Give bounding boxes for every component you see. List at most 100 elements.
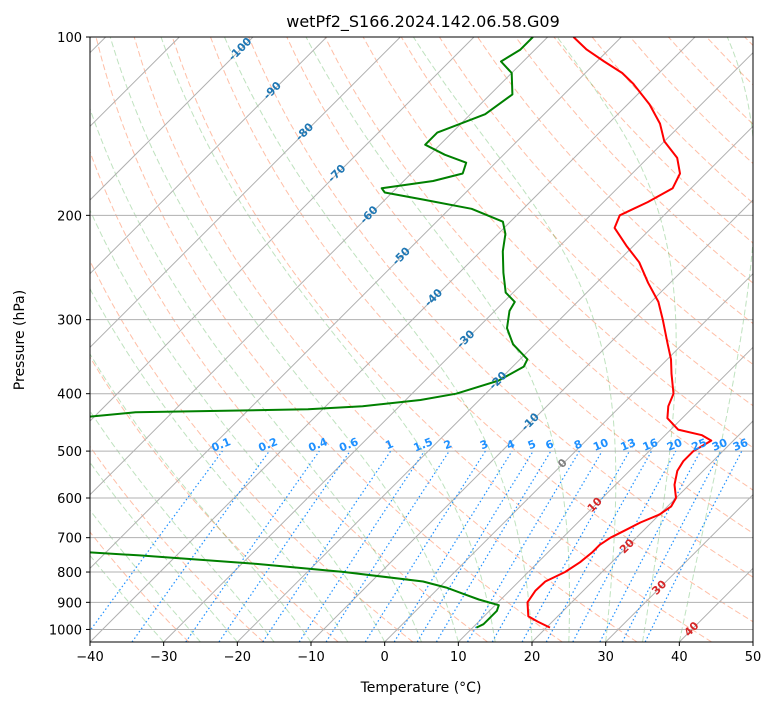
mixing-ratio-label: 3	[478, 437, 490, 452]
mixing-ratio-line	[185, 450, 320, 642]
mixing-ratio-line	[545, 450, 653, 642]
x-axis-label: Temperature (°C)	[360, 680, 482, 696]
dry-adiabat-line	[90, 445, 264, 642]
isotherm-gridline	[310, 199, 753, 642]
y-tick-label: 500	[57, 445, 82, 460]
y-tick-label: 100	[57, 31, 82, 46]
mixing-ratio-line	[521, 450, 631, 642]
mixing-ratio-label: 1.5	[412, 435, 435, 454]
moist-adiabat-line	[305, 37, 570, 642]
mixing-ratio-labels: 0.1 0.2 0.4 0.6 1 1.5 2 3 4 5 6 8 10 13 16 20 25 30 36	[210, 435, 751, 454]
x-tick-label: −40	[76, 650, 103, 665]
moist-adiabat-line	[90, 353, 312, 642]
plot-area: -100-90-80-70-60-50-40-30-20-10010203040…	[90, 37, 753, 642]
x-tick-label: 30	[597, 650, 614, 665]
moist-adiabat-line	[556, 37, 677, 642]
isotherm-gridline	[90, 37, 549, 496]
plot-frame	[89, 36, 754, 643]
isotherm-gridline	[90, 37, 328, 275]
temperature-profile-line	[526, 37, 713, 629]
moist-adiabat-line	[678, 37, 753, 642]
isotherm-gridline	[90, 37, 475, 422]
mixing-ratio-line	[416, 450, 534, 642]
y-tick-label: 400	[57, 388, 82, 403]
isotherm-gridline	[457, 346, 753, 642]
dry-adiabat-line	[553, 37, 753, 244]
x-axis-ticks: −40 −30 −20 −10 0 10 20 30 40 50	[76, 642, 761, 665]
dry-adiabat-line	[90, 150, 488, 642]
x-tick-label: −10	[297, 650, 324, 665]
mixing-ratio-label: 10	[591, 436, 610, 454]
x-tick-label: 50	[745, 650, 762, 665]
moist-adiabat-line	[90, 509, 201, 642]
y-axis-label: Pressure (hPa)	[12, 290, 28, 390]
moist-adiabat-line	[224, 37, 533, 642]
y-tick-label: 200	[57, 209, 82, 224]
isotherm-gridline	[752, 641, 753, 642]
y-tick-label: 900	[57, 596, 82, 611]
moist-adiabat-line	[90, 107, 422, 642]
dry-adiabat-line	[400, 37, 753, 407]
mixing-ratio-label: 0.4	[306, 435, 329, 454]
moist-adiabat-line	[412, 37, 617, 642]
isotherm-gridline	[90, 37, 254, 201]
moist-adiabat-line	[90, 287, 349, 642]
moist-adiabat-line	[109, 37, 459, 642]
mixing-ratio-label: 16	[641, 436, 660, 454]
skewed-isotherm-grid	[90, 37, 753, 642]
mixing-ratio-line	[393, 450, 513, 642]
isotherm-gridline	[236, 125, 753, 642]
dry-adiabats	[90, 37, 753, 642]
isotherm-gridline	[163, 51, 753, 642]
mixing-ratio-label: 5	[526, 437, 538, 452]
moist-adiabat-line	[90, 554, 165, 642]
mixing-ratio-lines	[90, 450, 743, 642]
dry-adiabat-line	[133, 37, 638, 642]
dry-adiabat-line	[515, 37, 753, 284]
mixing-ratio-line	[90, 450, 223, 632]
x-tick-label: 10	[450, 650, 467, 665]
moist-adiabat-line	[160, 37, 496, 642]
moist-adiabat-line	[90, 410, 275, 642]
moist-adiabat-line	[90, 461, 238, 642]
moist-adiabat-line	[90, 209, 386, 642]
y-tick-label: 800	[57, 566, 82, 581]
y-tick-label: 300	[57, 314, 82, 329]
mixing-ratio-label: 4	[505, 437, 517, 452]
mixing-ratio-line	[572, 450, 677, 642]
isotherm-gridline	[384, 272, 753, 642]
x-tick-label: −20	[224, 650, 251, 665]
dry-adiabat-line	[90, 259, 414, 642]
x-tick-label: −30	[150, 650, 177, 665]
isotherm-gridline	[90, 37, 622, 570]
pressure-grid	[90, 37, 753, 630]
dry-adiabat-line	[248, 37, 753, 578]
mixing-ratio-label: 0.6	[337, 435, 360, 454]
dry-adiabat-line	[95, 37, 563, 642]
profile-lines	[90, 37, 713, 629]
x-tick-label: 40	[671, 650, 688, 665]
x-tick-label: 0	[381, 650, 389, 665]
mixing-ratio-label: 1	[383, 437, 395, 452]
mixing-ratio-label: 2	[442, 437, 454, 452]
isotherm-gridline	[678, 567, 753, 642]
dry-adiabat-line	[90, 531, 190, 642]
y-tick-label: 700	[57, 532, 82, 547]
mixing-ratio-line	[466, 450, 580, 642]
mixing-ratio-label: 20	[665, 436, 684, 454]
dry-adiabat-line	[90, 356, 339, 642]
mixing-ratio-line	[131, 450, 270, 642]
mixing-ratio-label: 30	[710, 436, 729, 454]
dry-adiabat-line	[668, 37, 753, 125]
moist-adiabats	[90, 37, 753, 642]
y-tick-label: 1000	[49, 623, 82, 638]
mixing-ratio-label: 36	[731, 436, 750, 454]
mixing-ratio-label: 13	[619, 436, 638, 454]
y-tick-label: 600	[57, 492, 82, 507]
dry-adiabat-line	[438, 37, 753, 366]
isotherm-gridline	[605, 493, 753, 642]
isotherm-gridline	[90, 37, 401, 349]
mixing-ratio-label: 8	[572, 437, 584, 452]
